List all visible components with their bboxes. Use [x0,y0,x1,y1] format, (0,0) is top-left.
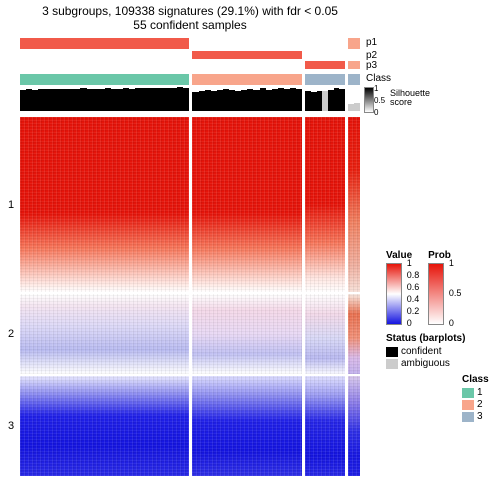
legend-item: 1 [462,387,489,398]
legend-item: 2 [462,399,489,410]
anno-seg [305,38,345,49]
anno-seg [348,38,360,49]
legend-swatch [386,347,398,357]
anno-seg [348,61,360,69]
legend-tick: 0 [407,318,412,328]
heatmap-block [348,117,360,292]
legend-label: 3 [477,411,483,422]
silhouette-tick: 1 [374,84,378,93]
value-colorbar [386,263,402,325]
legend-tick: 0 [449,318,454,328]
legend-item: ambiguous [386,358,465,369]
silhouette-bar [354,103,360,111]
anno-seg [192,61,302,69]
anno-label-p1: p1 [366,38,377,48]
anno-seg [20,38,189,49]
anno-seg [348,74,360,85]
legend-swatch [462,388,474,398]
legend-tick: 0.8 [407,270,420,280]
legend-status-title: Status (barplots) [386,333,465,344]
heatmap-block [305,117,345,292]
heatmap-columns [20,117,360,476]
heatmap-block [305,376,345,476]
silhouette-bar [183,88,189,111]
anno-seg [348,51,360,59]
legend-value: Value 10.80.60.40.20 [386,250,412,325]
legend-tick: 0.5 [449,288,462,298]
legend-tick: 0.4 [407,294,420,304]
silhouette-row [20,87,360,111]
legend-class-title: Class [462,374,489,385]
anno-seg [192,38,302,49]
anno-seg [305,51,345,59]
anno-label-p3: p3 [366,61,377,71]
legend-prob: Prob 10.50 [428,250,451,325]
heatmap-block [192,117,302,292]
anno-row-p3 [20,61,360,69]
silhouette-bar [296,89,302,111]
legend-label: 1 [477,387,483,398]
anno-seg [20,51,189,59]
legend-status: Status (barplots) confidentambiguous [386,333,465,370]
anno-seg [20,74,189,85]
legend-prob-title: Prob [428,250,451,261]
anno-seg [305,61,345,69]
anno-row-class [20,74,360,85]
anno-row-p1 [20,38,360,49]
anno-row-p2 [20,51,360,59]
row-block-label: 1 [8,199,14,211]
silhouette-label2: score [390,98,412,107]
legend-label: confident [401,346,442,357]
legend-tick: 1 [449,258,454,268]
heatmap-block [305,294,345,374]
heatmap-block [192,294,302,374]
anno-seg [192,74,302,85]
heatmap-area: p1p2p3Class10.50Silhouettescore123 [20,38,360,476]
heatmap-block [20,294,189,374]
silhouette-bar [339,89,345,111]
legend-swatch [462,400,474,410]
anno-seg [305,74,345,85]
plot-subtitle: 55 confident samples [20,18,360,32]
legend-swatch [386,359,398,369]
anno-seg [192,51,302,59]
legend-label: ambiguous [401,358,450,369]
anno-seg [20,61,189,69]
heatmap-block [20,117,189,292]
legend-tick: 0.6 [407,282,420,292]
silhouette-tick: 0 [374,108,378,117]
legend-item: confident [386,346,465,357]
row-block-label: 3 [8,420,14,432]
legend-area: Value 10.80.60.40.20 Prob 10.50 Status (… [386,250,498,431]
legend-label: 2 [477,399,483,410]
legend-swatch [462,412,474,422]
row-block-label: 2 [8,328,14,340]
heatmap-block [348,294,360,374]
legend-item: 3 [462,411,489,422]
silhouette-scale [364,87,374,113]
prob-colorbar [428,263,444,325]
plot-title: 3 subgroups, 109338 signatures (29.1%) w… [20,4,360,18]
heatmap-block [192,376,302,476]
legend-tick: 0.2 [407,306,420,316]
anno-label-class: Class [366,74,391,84]
legend-tick: 1 [407,258,412,268]
heatmap-block [348,376,360,476]
legend-class: Class 123 [462,374,489,423]
heatmap-block [20,376,189,476]
silhouette-tick: 0.5 [374,96,385,105]
